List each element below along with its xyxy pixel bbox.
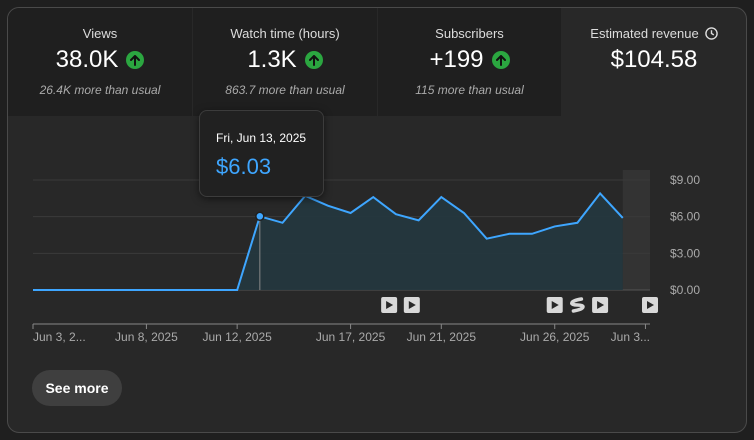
chart-tooltip: Fri, Jun 13, 2025 $6.03	[199, 110, 324, 197]
analytics-card: Views 38.0K 26.4K more than usual Watch …	[7, 7, 747, 433]
x-tick-label: Jun 17, 2025	[316, 330, 386, 344]
stat-label: Watch time (hours)	[230, 26, 340, 41]
series-line	[33, 191, 624, 291]
stat-value: 38.0K	[55, 46, 119, 73]
play-icon[interactable]	[546, 297, 563, 313]
tooltip-date: Fri, Jun 13, 2025	[216, 131, 307, 145]
arrow-up-icon	[304, 51, 323, 69]
stat-views[interactable]: Views 38.0K 26.4K more than usual	[8, 8, 192, 116]
y-tick-label: $9.00	[670, 173, 700, 187]
x-tick-label: Jun 12, 2025	[202, 330, 272, 344]
stat-revenue[interactable]: Estimated revenue $104.58	[562, 8, 746, 116]
stat-watch-time[interactable]: Watch time (hours) 1.3K 863.7 more than …	[193, 8, 377, 116]
stat-value: 1.3K	[247, 46, 297, 73]
future-region	[622, 170, 650, 290]
clock-icon[interactable]	[704, 26, 718, 43]
arrow-up-icon	[491, 51, 510, 69]
stats-row: Views 38.0K 26.4K more than usual Watch …	[8, 8, 746, 116]
x-tick-label: Jun 3, 2...	[33, 330, 86, 344]
stat-label: Estimated revenue	[562, 26, 746, 43]
y-tick-label: $0.00	[670, 283, 700, 297]
area-fill	[33, 193, 623, 290]
play-icon[interactable]	[403, 297, 420, 313]
x-tick-label: Jun 3...	[611, 330, 650, 344]
stat-value: $104.58	[610, 46, 698, 73]
revenue-chart[interactable]: $9.00 $6.00 $3.00 $0.00 Jun 3, 2... Jun 8, 20…	[8, 116, 746, 356]
tooltip-value: $6.03	[216, 154, 272, 179]
stat-label: Views	[82, 26, 118, 41]
stat-sub: 26.4K more than usual	[39, 83, 161, 97]
x-tick-label: Jun 26, 2025	[520, 330, 590, 344]
shorts-icon[interactable]	[569, 297, 585, 313]
stat-label: Subscribers	[435, 26, 504, 41]
y-tick-label: $3.00	[670, 246, 700, 260]
x-tick-label: Jun 8, 2025	[115, 330, 178, 344]
x-tick-label: Jun 21, 2025	[407, 330, 477, 344]
stat-value: +199	[429, 46, 484, 73]
arrow-up-icon	[126, 51, 145, 69]
stat-subscribers[interactable]: Subscribers +199 115 more than usual	[378, 8, 561, 116]
stat-sub: 115 more than usual	[415, 83, 524, 97]
play-icon[interactable]	[592, 297, 609, 313]
highlight-point	[255, 211, 265, 222]
stat-sub: 863.7 more than usual	[225, 83, 345, 97]
play-icon[interactable]	[642, 297, 658, 313]
play-icon[interactable]	[381, 297, 398, 313]
see-more-button[interactable]: See more	[32, 370, 122, 406]
y-tick-label: $6.00	[670, 210, 700, 224]
